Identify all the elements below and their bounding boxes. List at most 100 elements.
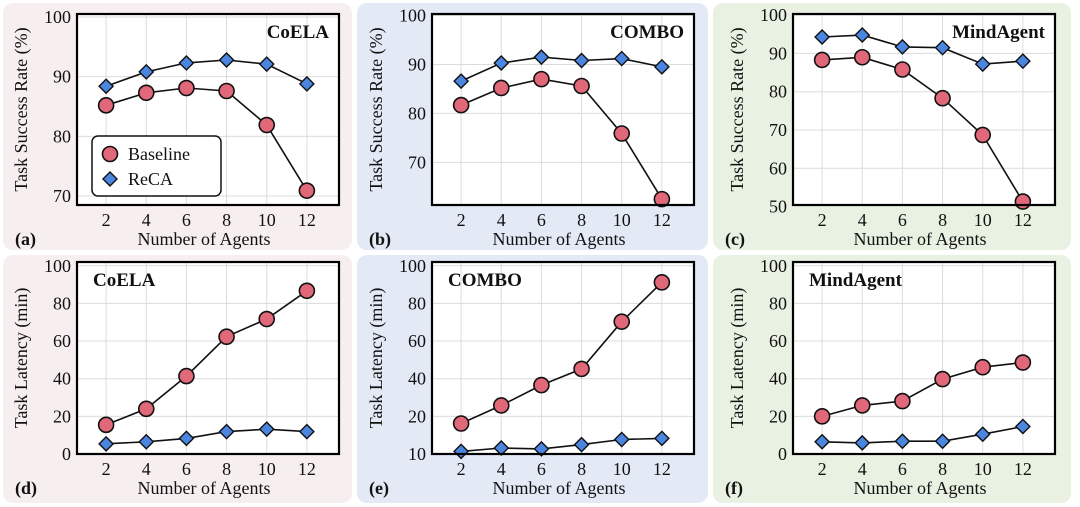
plot-frame [430,12,696,207]
data-point-baseline [894,61,911,78]
y-tick-label: 80 [53,126,71,146]
data-point-reca [573,436,590,453]
chart-title: CoELA [267,22,330,43]
plot-frame [791,12,1057,207]
data-point-baseline [492,397,510,414]
panel-label: (d) [15,478,37,499]
data-point-baseline [653,274,671,291]
data-point-baseline [1014,193,1032,210]
data-point-baseline [853,48,871,66]
data-point-reca [98,78,115,95]
x-tick-label: 6 [898,210,907,230]
chart-title: MindAgent [809,270,903,291]
x-axis-label: Number of Agents [854,229,987,249]
data-point-baseline [97,97,115,114]
x-tick-label: 6 [537,210,546,230]
data-point-reca [218,51,235,68]
y-tick-label: 60 [408,331,426,351]
x-tick-label: 2 [818,210,827,230]
x-tick-label: 4 [142,210,151,230]
data-point-reca [814,433,831,450]
x-tick-label: 8 [577,459,586,479]
plot-area [793,262,1055,454]
x-axis-label: Number of Agents [854,478,987,498]
y-axis-label: Task Success Rate (%) [727,27,748,191]
x-tick-label: 8 [222,210,231,230]
y-tick-label: 50 [769,197,787,217]
data-point-baseline [258,116,276,134]
data-point-reca [138,63,155,80]
x-tick-label: 12 [1014,210,1032,230]
chart-panel-b: 70 80 90 100 2 4 6 8 10 12 Number of Agents Task Su… [366,5,696,250]
panel-label: (b) [369,229,391,250]
data-point-baseline [258,310,276,328]
data-point-baseline [934,370,951,388]
y-axis-label: Task Success Rate (%) [11,27,32,191]
x-tick-label: 12 [653,459,671,479]
data-point-baseline [894,392,911,410]
data-point-reca [854,27,871,44]
data-point-baseline [974,358,992,376]
data-point-reca [493,54,510,71]
data-point-baseline [298,182,316,199]
data-point-reca [178,430,195,447]
y-tick-label: 100 [44,7,71,27]
data-point-baseline [934,89,951,107]
y-axis-label: Task Latency (min) [366,288,387,429]
y-tick-label: 100 [399,5,426,25]
y-tick-label: 70 [53,186,71,206]
data-point-reca [894,433,911,450]
y-tick-label: 60 [769,331,787,351]
y-tick-label: 100 [760,5,787,25]
y-tick-label: 20 [53,406,71,426]
x-axis-label: Number of Agents [138,229,271,249]
chart-panel-a: 70 80 90 100 2 4 6 8 10 12 Number of Agents Task Su… [11,7,341,250]
data-point-baseline [813,51,831,69]
data-point-baseline [613,313,631,330]
series-line-reca [460,56,663,82]
y-tick-label: 60 [769,158,787,178]
x-tick-label: 6 [182,210,191,230]
plot-frame [75,12,341,207]
y-tick-label: 0 [62,444,71,464]
plot-frame [430,260,696,456]
x-tick-label: 8 [938,459,947,479]
data-point-reca [613,50,630,67]
x-tick-label: 10 [613,459,631,479]
x-tick-label: 6 [537,459,546,479]
chart-title: COMBO [448,270,522,291]
y-tick-label: 40 [408,369,426,389]
data-point-reca [934,39,951,56]
data-point-baseline [97,416,115,434]
y-tick-label: 40 [769,369,787,389]
data-point-reca [1014,53,1031,70]
plot-frame [75,260,341,456]
panel-label: (e) [369,478,389,499]
x-tick-label: 6 [182,459,191,479]
data-point-reca [573,52,590,69]
data-point-baseline [137,400,155,418]
chart-panel-f: 0 20 40 60 80 100 2 4 6 8 10 12 Number of Agents Task… [725,256,1057,499]
y-tick-label: 100 [44,256,71,276]
data-point-baseline [813,408,831,425]
x-tick-label: 10 [974,210,992,230]
y-tick-label: 70 [408,152,426,172]
data-point-baseline [452,415,470,432]
y-axis-label: Task Success Rate (%) [366,27,387,191]
x-tick-label: 10 [613,210,631,230]
y-tick-label: 90 [769,43,787,63]
data-point-reca [258,421,275,438]
y-tick-label: 20 [408,406,426,426]
y-axis-label: Task Latency (min) [727,288,748,429]
x-axis-label: Number of Agents [493,478,626,498]
data-point-reca [934,433,951,450]
y-axis-label: Task Latency (min) [11,288,32,429]
y-tick-label: 0 [778,444,787,464]
x-tick-label: 4 [497,210,506,230]
x-axis-label: Number of Agents [493,229,626,249]
data-point-baseline [298,282,316,300]
y-tick-label: 20 [769,406,787,426]
data-point-baseline [573,77,590,95]
data-point-reca [894,38,911,55]
